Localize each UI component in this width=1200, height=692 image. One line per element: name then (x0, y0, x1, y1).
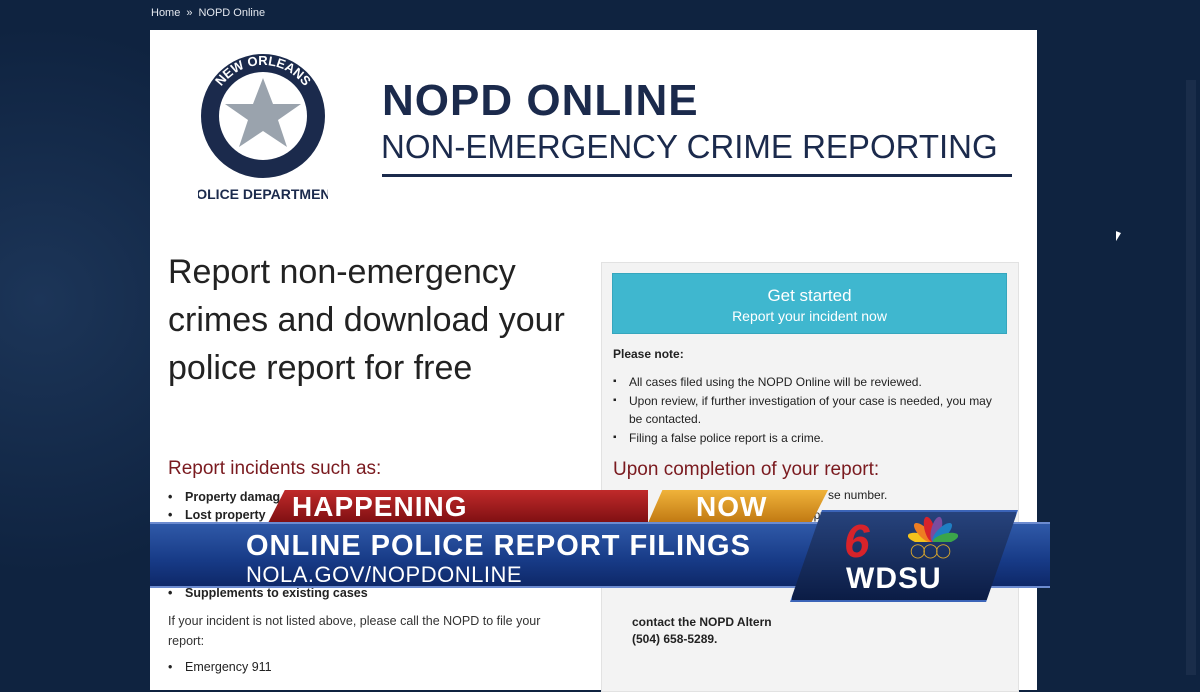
not-listed-text: If your incident is not listed above, pl… (168, 614, 541, 648)
incidents-heading: Report incidents such as: (168, 458, 382, 479)
completion-text-fragment: se number. (828, 488, 888, 502)
mouse-cursor-icon (1116, 231, 1126, 245)
note-label: Please note: (613, 347, 684, 361)
olympic-rings-icon: ◯◯◯ (910, 542, 951, 558)
breadcrumb-separator: » (186, 7, 193, 19)
breadcrumb-current: NOPD Online (198, 7, 266, 19)
contact-text-fragment: contact the NOPD Altern (632, 615, 772, 629)
scrollbar[interactable] (1186, 80, 1196, 675)
happening-label: HAPPENING (292, 491, 468, 522)
button-subtitle: Report your incident now (732, 308, 887, 324)
news-subline: NOLA.GOV/NOPDONLINE (246, 562, 523, 587)
list-item: All cases filed using the NOPD Online wi… (613, 373, 993, 392)
title-divider (382, 174, 1012, 177)
list-item: Filing a false police report is a crime. (613, 429, 993, 448)
page-title: NOPD ONLINE (382, 76, 699, 125)
get-started-button[interactable]: Get started Report your incident now (612, 273, 1007, 334)
list-item: Upon review, if further investigation of… (613, 392, 993, 429)
station-name: WDSU (846, 562, 942, 595)
svg-text:POLICE DEPARTMENT: POLICE DEPARTMENT (198, 186, 328, 202)
notes-list: All cases filed using the NOPD Online wi… (613, 373, 993, 447)
now-label: NOW (696, 491, 768, 522)
incidents-list: Property damag Lost property (168, 488, 280, 524)
list-item: Supplements to existing cases (168, 584, 368, 602)
news-headline: ONLINE POLICE REPORT FILINGS (246, 530, 751, 562)
channel-number: 6 (844, 515, 870, 567)
page-subtitle: NON-EMERGENCY CRIME REPORTING (381, 128, 998, 165)
list-item: Emergency 911 (168, 658, 272, 676)
nopd-logo: NEW ORLEANS POLICE DEPARTMENT (198, 54, 328, 202)
phone-number: (504) 658-5289. (632, 632, 718, 646)
list-item: Property damag (168, 488, 280, 506)
get-started-panel: Get started Report your incident now Ple… (601, 262, 1019, 692)
incidents-list-continued: Supplements to existing cases (168, 584, 368, 602)
completion-heading: Upon completion of your report: (613, 459, 880, 480)
happening-now-banner: HAPPENING NOW (268, 490, 828, 523)
lead-heading: Report non-emergency crimes and download… (168, 253, 565, 387)
wdsu-station-logo: 6 ◯◯◯ WDSU (790, 510, 1018, 602)
background-texture (0, 0, 150, 675)
nbc-peacock-icon (908, 516, 958, 542)
breadcrumb-home[interactable]: Home (151, 7, 181, 19)
breadcrumb: Home » NOPD Online (151, 7, 271, 19)
button-title: Get started (767, 286, 852, 305)
list-item: Lost property (168, 506, 280, 524)
call-list: Emergency 911 (168, 658, 272, 676)
